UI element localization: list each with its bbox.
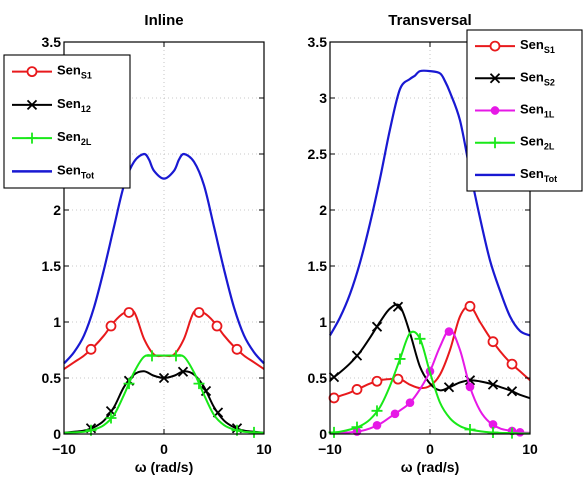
data-point-2l	[123, 378, 135, 390]
y-tick-label: 3.5	[42, 34, 62, 50]
data-point-12	[177, 366, 189, 377]
legend-marker-2l	[489, 137, 501, 149]
legend-marker-1l	[490, 106, 500, 115]
y-tick-label: 1.5	[42, 258, 62, 274]
data-point-s2	[371, 321, 383, 332]
data-point-2l	[487, 426, 499, 438]
x-axis-label: ω (rad/s)	[401, 459, 460, 475]
legend-marker-2l	[26, 132, 38, 144]
y-tick-label: 3.5	[308, 34, 328, 50]
y-tick-label: 1	[319, 314, 327, 330]
data-point-2l	[248, 426, 260, 438]
data-point-2l	[193, 378, 205, 390]
x-tick-label: 10	[522, 441, 538, 457]
y-tick-label: 3	[319, 90, 327, 106]
data-point-2l	[464, 424, 476, 436]
data-point-s2	[487, 379, 499, 390]
y-tick-label: 2	[53, 202, 61, 218]
data-point-s2	[443, 382, 455, 393]
legend-marker-12	[26, 99, 38, 111]
x-tick-label: 0	[160, 441, 168, 457]
data-point-1l	[444, 327, 454, 336]
data-point-s2	[351, 350, 363, 361]
x-tick-label: 10	[256, 441, 272, 457]
chart-title: Inline	[144, 12, 183, 29]
series-group	[328, 69, 531, 439]
data-point-s1	[193, 307, 205, 318]
x-tick-label: −10	[318, 441, 342, 457]
data-point-2l	[170, 350, 182, 362]
x-axis-label: ω (rad/s)	[135, 459, 194, 475]
data-point-12	[158, 372, 170, 384]
y-tick-label: 0.5	[42, 370, 62, 386]
data-point-s1	[351, 384, 363, 395]
series-line-s2	[329, 303, 531, 400]
y-tick-label: 1	[53, 314, 61, 330]
series-line-s1	[329, 305, 531, 401]
data-point-s2	[328, 371, 340, 383]
data-point-s1	[123, 307, 135, 318]
data-point-2l	[146, 350, 158, 362]
data-point-s1	[328, 392, 340, 404]
data-point-1l	[405, 398, 415, 407]
data-point-s1	[211, 320, 223, 332]
legend-marker-s1	[26, 66, 38, 78]
y-tick-label: 0.5	[308, 370, 328, 386]
series-line-tot	[63, 152, 265, 365]
legend-box	[3, 54, 131, 189]
y-tick-label: 0	[53, 426, 61, 442]
data-point-s1	[85, 343, 97, 355]
data-point-s1	[506, 358, 518, 370]
data-point-2l	[414, 333, 426, 345]
data-point-s1	[371, 375, 383, 387]
data-point-s2	[392, 301, 404, 312]
data-point-2l	[371, 405, 383, 417]
series-group	[63, 152, 265, 438]
data-point-s1	[105, 320, 117, 332]
y-tick-label: 0	[319, 426, 327, 442]
chart-title: Transversal	[388, 12, 471, 29]
legend-marker-s2	[489, 73, 501, 84]
data-point-2l	[394, 353, 406, 365]
y-tick-label: 2	[319, 202, 327, 218]
data-point-2l	[506, 427, 518, 439]
data-point-1l	[465, 382, 475, 392]
x-tick-label: −10	[52, 441, 76, 457]
legend-marker-s1	[489, 40, 501, 52]
data-point-s1	[464, 300, 476, 312]
y-tick-label: 2.5	[308, 146, 328, 162]
y-tick-label: 1.5	[308, 258, 328, 274]
series-line-tot	[329, 69, 531, 337]
data-point-s1	[231, 343, 243, 355]
x-tick-label: 0	[426, 441, 434, 457]
data-point-1l	[390, 409, 400, 419]
data-point-2l	[105, 412, 117, 424]
grid	[330, 42, 530, 434]
data-point-1l	[372, 420, 382, 430]
series-line-2l	[63, 354, 265, 434]
data-point-s1	[487, 336, 499, 348]
data-point-s2	[506, 386, 518, 397]
data-point-2l	[351, 421, 363, 433]
